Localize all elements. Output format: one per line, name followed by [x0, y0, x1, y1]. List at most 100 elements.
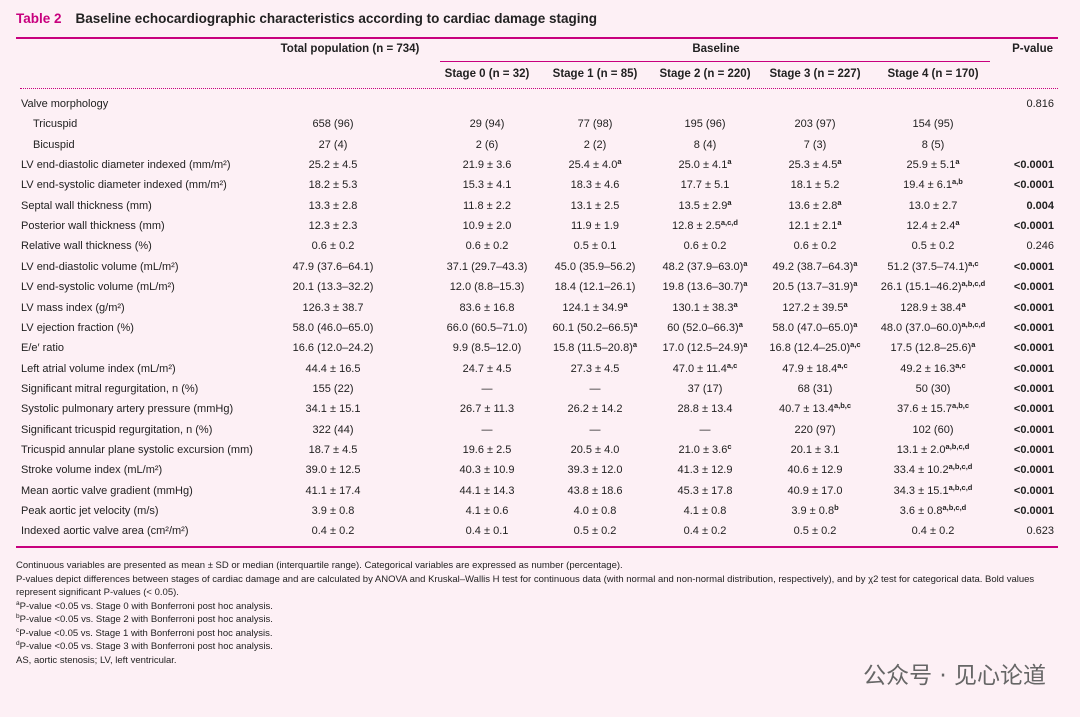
cell: 203 (97) — [794, 118, 836, 131]
cell: 17.5 (12.8–25.6)a — [891, 340, 976, 354]
row-label: Systolic pulmonary artery pressure (mmHg… — [21, 403, 234, 416]
cell: 2 (6) — [475, 138, 499, 151]
cell-value: 17.0 (12.5–24.9) — [662, 342, 744, 355]
header-total: Total population (n = 734) — [280, 43, 420, 55]
p-value: <0.0001 — [1013, 505, 1054, 517]
row-label: Left atrial volume index (mL/m²) — [21, 362, 176, 375]
p-value: <0.0001 — [1013, 220, 1054, 233]
row-label: Tricuspid annular plane systolic excursi… — [21, 443, 253, 456]
cell-value: 25.4 ± 4.0 — [568, 159, 618, 172]
cell-superscript: a — [971, 340, 976, 350]
cell-value: 16.8 (12.4–25.0) — [769, 342, 851, 355]
cell: 77 (98) — [577, 118, 613, 131]
top-rule — [16, 37, 1058, 39]
p-value: 0.246 — [1026, 240, 1054, 253]
cell-value: 48.0 (37.0–60.0) — [880, 321, 962, 334]
cell: 24.7 ± 4.5 — [462, 362, 512, 375]
cell-superscript: a — [955, 218, 960, 228]
cell: 0.5 ± 0.2 — [793, 525, 837, 538]
cell-superscript: a,c,d — [720, 218, 738, 228]
header-stage: Stage 2 (n = 220) — [659, 68, 751, 80]
cell-superscript: a — [738, 319, 743, 329]
p-value: <0.0001 — [1013, 301, 1054, 314]
footnote: dP-value <0.05 vs. Stage 3 with Bonferro… — [16, 640, 1061, 654]
cell: 3.6 ± 0.8a,b,c,d — [900, 504, 967, 517]
cell-value: 26.1 (15.1–46.2) — [880, 281, 962, 294]
p-value: <0.0001 — [1013, 281, 1054, 294]
cell: 13.6 ± 2.8a — [788, 199, 841, 212]
cell-value: 130.1 ± 38.3 — [672, 301, 734, 314]
cell: 0.5 ± 0.2 — [911, 240, 955, 253]
cell: 4.1 ± 0.8 — [683, 505, 727, 517]
cell: 41.3 ± 12.9 — [677, 464, 733, 477]
cell: 25.3 ± 4.5a — [788, 157, 842, 172]
table-title: Table 2 Baseline echocardiographic charac… — [16, 11, 597, 26]
footnote-text: P-value <0.05 vs. Stage 1 with Bonferron… — [19, 627, 273, 639]
row-label: Significant mitral regurgitation, n (%) — [21, 382, 199, 395]
cell: 0.4 ± 0.2 — [683, 525, 727, 538]
row-label: Indexed aortic valve area (cm²/m²) — [21, 525, 189, 538]
cell-value: 25.3 ± 4.5 — [788, 159, 838, 172]
cell: 13.1 ± 2.5 — [570, 199, 620, 212]
cell: 20.5 ± 4.0 — [570, 443, 620, 456]
cell-superscript: a,b,c,d — [961, 319, 986, 329]
cell-superscript: a,b,c — [951, 401, 970, 411]
p-value: <0.0001 — [1013, 443, 1054, 456]
row-label: LV end-diastolic diameter indexed (mm/m²… — [21, 159, 231, 172]
header-stage: Stage 4 (n = 170) — [887, 68, 979, 80]
cell: 15.3 ± 4.1 — [462, 179, 512, 192]
cell-superscript: a — [837, 157, 842, 167]
cell: 47.9 ± 18.4a,c — [782, 361, 847, 375]
cell-superscript: a,c — [968, 258, 979, 268]
cell: 68 (31) — [797, 382, 833, 395]
p-value: <0.0001 — [1013, 382, 1054, 395]
cell: 155 (22) — [312, 382, 354, 395]
cell-superscript: a,b — [952, 177, 963, 187]
footnote-text: P-value <0.05 vs. Stage 2 with Bonferron… — [19, 614, 273, 625]
footnote: cP-value <0.05 vs. Stage 1 with Bonferro… — [16, 627, 1061, 641]
cell-value: 3.9 ± 0.8 — [791, 505, 835, 517]
cell: 3.9 ± 0.8b — [791, 504, 838, 517]
cell: 8 (5) — [921, 138, 945, 151]
cell-value: 20.5 (13.7–31.9) — [772, 281, 854, 294]
cell-value: 12.4 ± 2.4 — [906, 220, 956, 233]
cell: 13.0 ± 2.7 — [908, 199, 958, 212]
cell: 25.0 ± 4.1a — [678, 157, 732, 171]
footnote: P-values depict differences between stag… — [16, 573, 1061, 600]
footnote: bP-value <0.05 vs. Stage 2 with Bonferro… — [16, 613, 1061, 627]
cell-value: 25.9 ± 5.1 — [906, 159, 956, 172]
cell-superscript: a — [853, 279, 858, 289]
cell-superscript: a — [632, 340, 638, 350]
footnote: AS, aortic stenosis; LV, left ventricula… — [16, 654, 1061, 668]
cell: 15.8 (11.5–20.8)a — [553, 340, 638, 354]
cell: 4.0 ± 0.8 — [573, 505, 617, 517]
header-p: P-value — [1012, 43, 1053, 55]
cell-value: 58.0 (47.0–65.0) — [772, 321, 854, 334]
cell: 47.9 (37.6–64.1) — [292, 260, 374, 273]
cell: 44.4 ± 16.5 — [305, 362, 361, 375]
row-label: LV mass index (g/m²) — [21, 301, 125, 314]
footnote-mark: c — [16, 626, 20, 634]
cell-value: 13.1 ± 2.0 — [896, 443, 946, 456]
cell: 58.0 (47.0–65.0)a — [772, 319, 858, 334]
cell: 48.2 (37.9–63.0)a — [663, 260, 748, 273]
cell: — — [589, 382, 601, 395]
cell: 66.0 (60.5–71.0) — [446, 321, 528, 334]
p-value: 0.623 — [1026, 525, 1054, 538]
cell: 39.3 ± 12.0 — [567, 464, 623, 477]
cell: — — [481, 423, 493, 436]
cell: 0.6 ± 0.2 — [465, 240, 509, 253]
cell: 12.1 ± 2.1a — [788, 219, 841, 232]
bottom-rule — [16, 546, 1058, 548]
cell-superscript: a,b,c — [833, 401, 852, 411]
cell: 26.2 ± 14.2 — [567, 403, 623, 416]
p-value: <0.0001 — [1013, 464, 1054, 477]
cell-superscript: a — [853, 319, 858, 329]
cell: 12.0 (8.8–15.3) — [449, 281, 525, 294]
cell: — — [699, 423, 711, 436]
cell-value: 47.9 ± 18.4 — [782, 362, 838, 375]
cell-superscript: a — [727, 157, 732, 167]
cell: 19.4 ± 6.1a,b — [903, 177, 963, 191]
cell-superscript: a — [961, 299, 966, 309]
cell: 83.6 ± 16.8 — [459, 301, 515, 314]
